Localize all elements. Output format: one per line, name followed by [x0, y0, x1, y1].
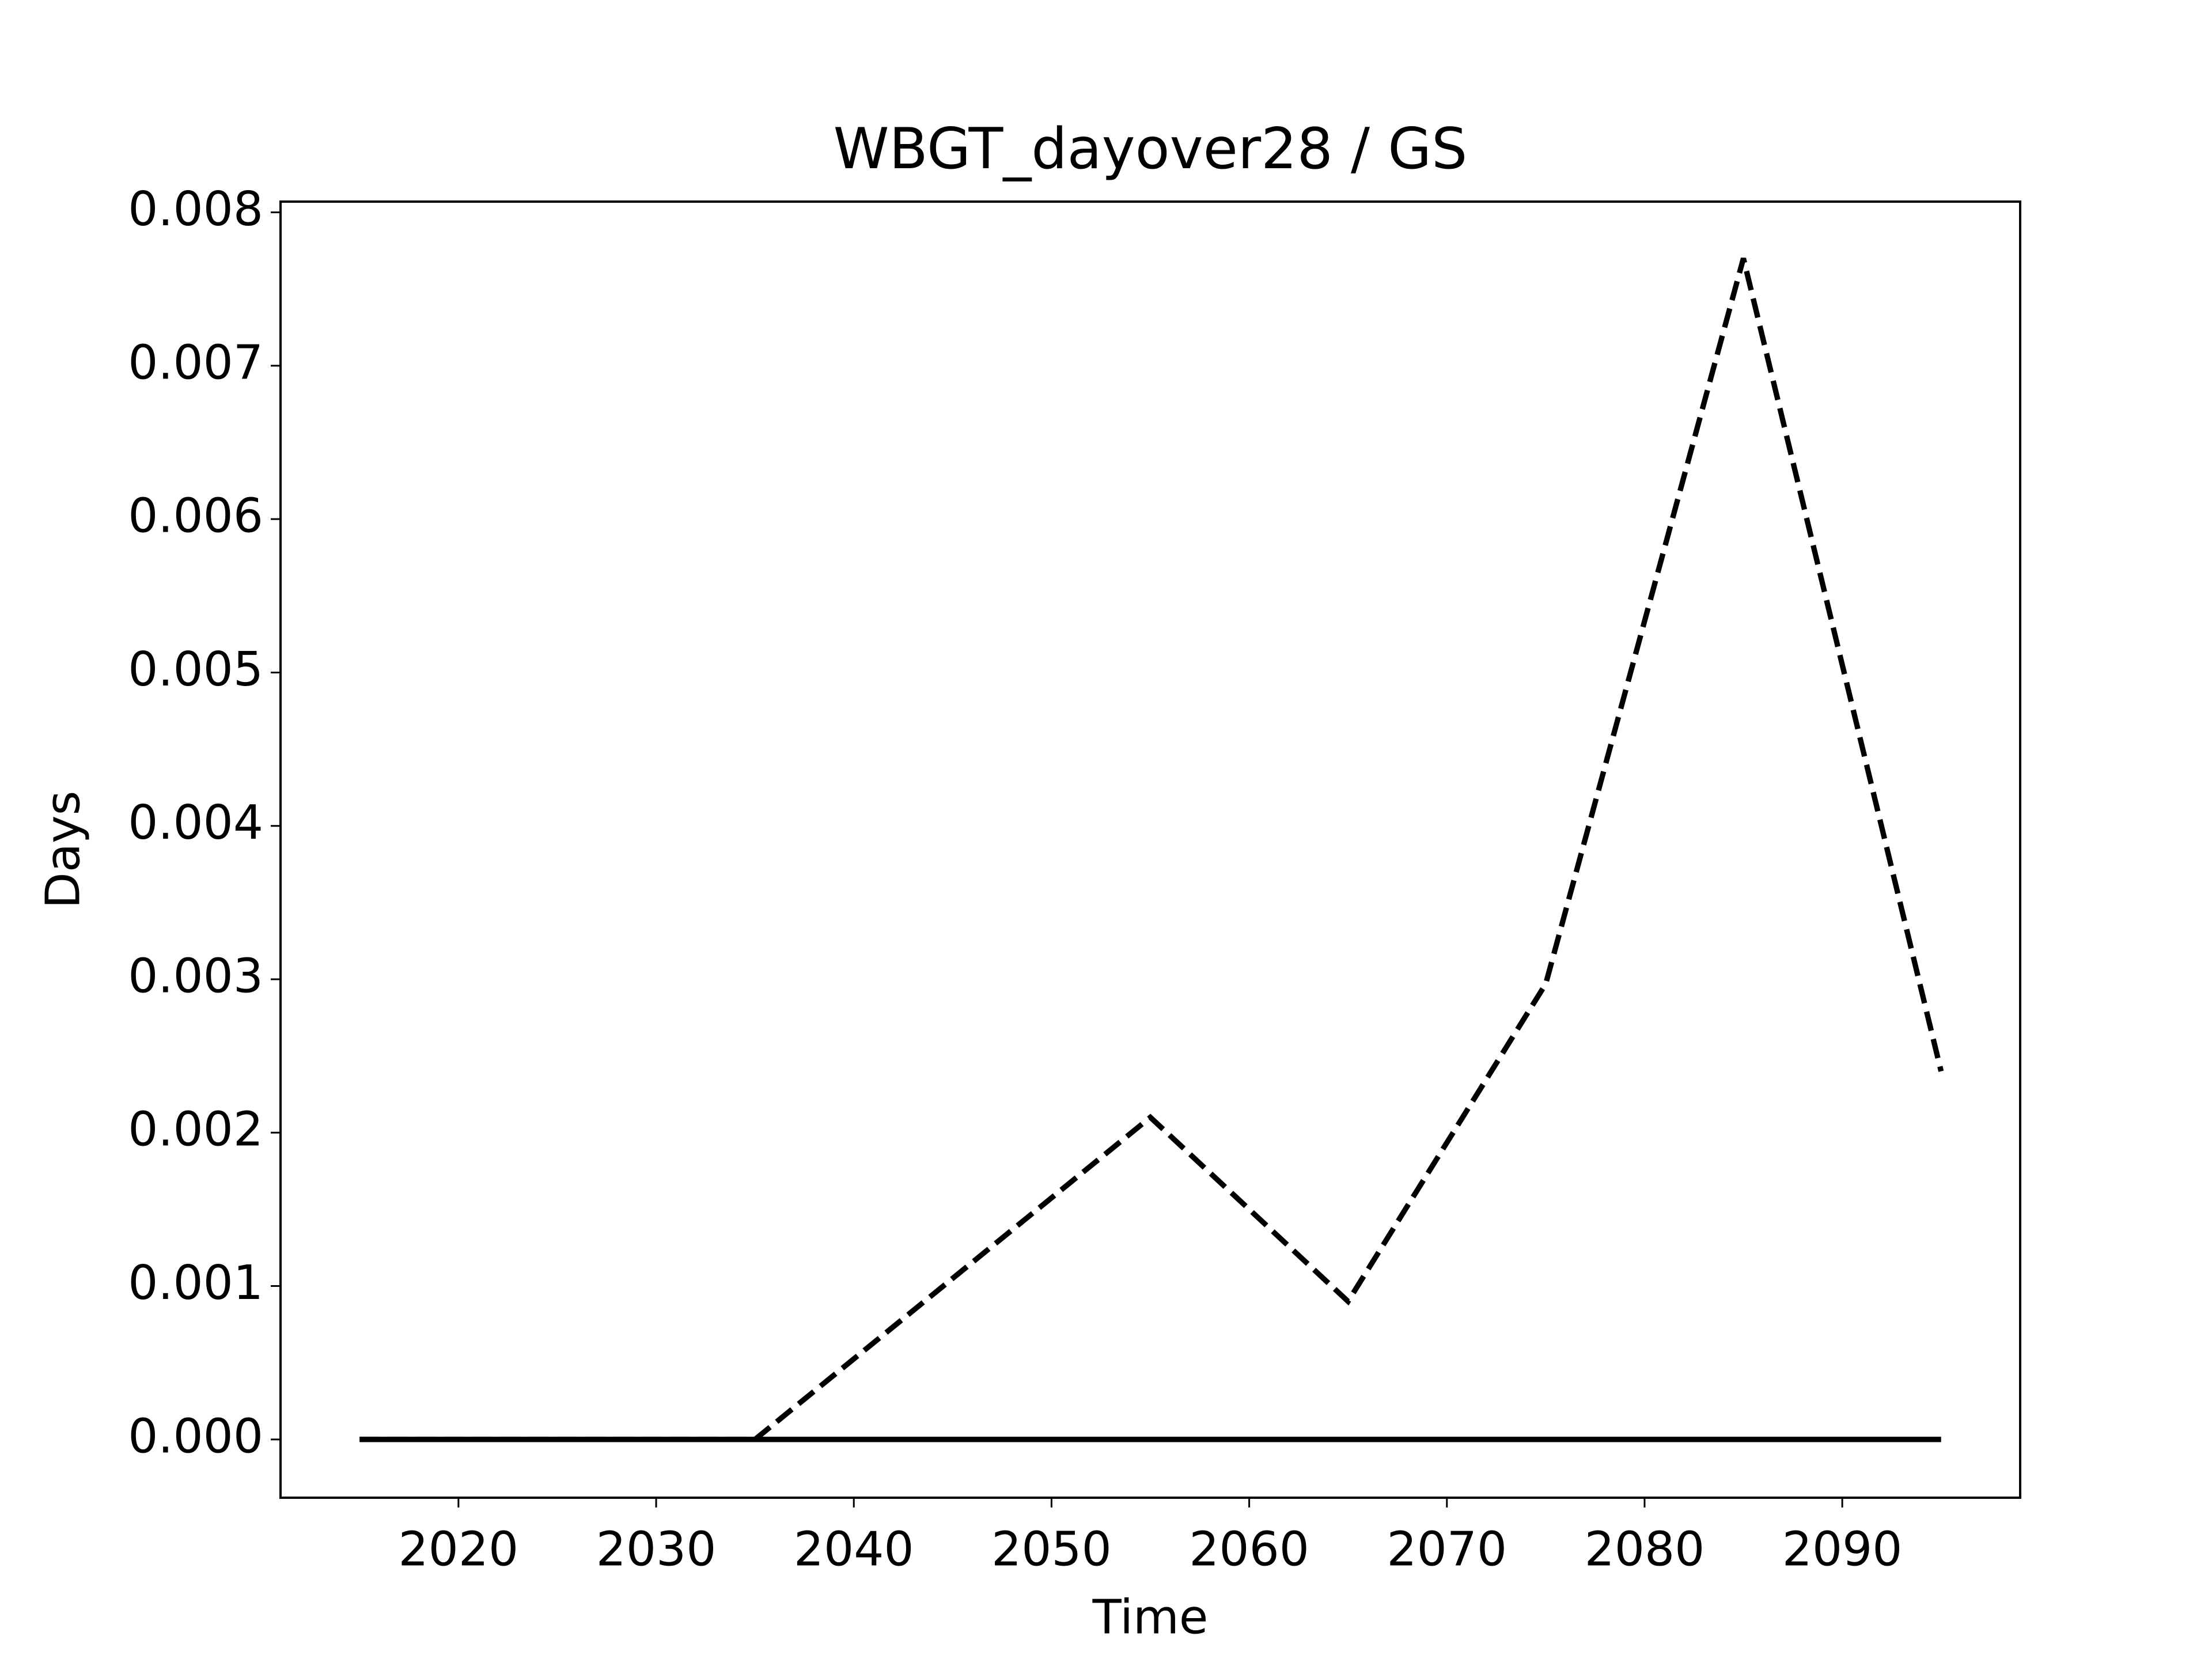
x-tick-label: 2060 [1189, 1522, 1309, 1577]
x-tick-label: 2080 [1585, 1522, 1705, 1577]
x-tick-label: 2070 [1387, 1522, 1507, 1577]
y-tick-label: 0.000 [128, 1409, 263, 1464]
x-tick-label: 2040 [794, 1522, 914, 1577]
chart-title: WBGT_dayover28 / GS [834, 116, 1468, 182]
plot-frame [279, 200, 2021, 1499]
x-tick-label: 2090 [1782, 1522, 1903, 1577]
y-axis-label: Days [36, 791, 90, 909]
y-tick-label: 0.005 [128, 642, 263, 697]
x-tick-label: 2050 [991, 1522, 1112, 1577]
y-tick-label: 0.008 [128, 182, 263, 237]
series-line [359, 257, 1944, 1442]
y-tick-label: 0.003 [128, 949, 263, 1003]
x-axis-label: Time [1092, 1590, 1209, 1645]
y-tick-label: 0.004 [128, 796, 263, 850]
y-tick-label: 0.001 [128, 1256, 263, 1310]
y-tick-label: 0.006 [128, 489, 263, 544]
x-tick-label: 2020 [399, 1522, 519, 1577]
y-tick-label: 0.007 [128, 335, 263, 390]
x-tick-label: 2030 [596, 1522, 717, 1577]
y-tick-label: 0.002 [128, 1103, 263, 1157]
